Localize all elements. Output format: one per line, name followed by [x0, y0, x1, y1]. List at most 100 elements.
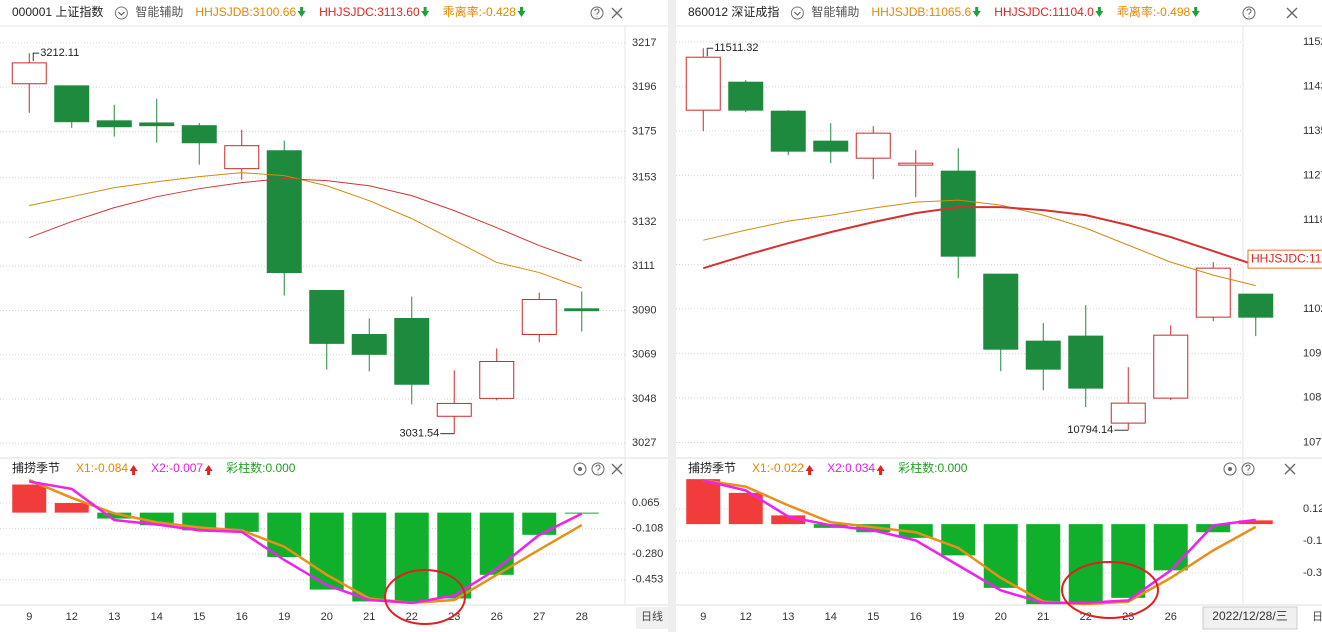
ma-line — [29, 178, 582, 262]
max-label: 3212.11 — [40, 47, 79, 59]
y-tick-label: 3196 — [632, 81, 656, 93]
target-icon — [1228, 467, 1232, 471]
y-tick-label: 3153 — [632, 172, 656, 184]
trend-arrow — [972, 7, 981, 17]
trend-arrow — [297, 7, 306, 17]
x-tick-label: 20 — [321, 611, 333, 623]
candle-body — [685, 56, 721, 111]
trend-arrow — [1191, 7, 1200, 17]
y-tick-label: 11022 — [1303, 303, 1322, 315]
trend-arrow — [1095, 7, 1104, 17]
y-tick-label: -0.108 — [632, 523, 663, 535]
trend-arrow — [204, 465, 213, 475]
y-tick-label: 3027 — [632, 437, 656, 449]
x-tick-label: 14 — [151, 611, 163, 623]
histogram-bar — [686, 479, 721, 525]
y-tick-label: 0.065 — [632, 497, 660, 509]
target-icon — [578, 467, 582, 471]
help-icon — [595, 464, 601, 474]
indicator-line — [29, 480, 583, 605]
x-tick-label: 26 — [491, 611, 503, 623]
dropdown-icon — [790, 6, 804, 20]
histogram-bar — [224, 512, 259, 532]
candle-body — [728, 81, 764, 111]
dropdown-icon — [118, 11, 125, 16]
x-tick-label: 19 — [278, 611, 290, 623]
close-icon — [1286, 7, 1298, 19]
candle-body — [309, 289, 345, 344]
candle-body — [1110, 402, 1146, 424]
indicator-label: 彩柱数:0.000 — [226, 460, 296, 475]
period-label: 日线 — [641, 609, 663, 623]
x-tick-label: 13 — [782, 611, 794, 623]
candle-body — [813, 140, 849, 152]
x-tick-label: 27 — [533, 611, 545, 623]
panel-separator — [668, 0, 676, 632]
max-leader — [32, 52, 40, 62]
histogram-bar — [1153, 524, 1188, 571]
assist-label: 智能辅助 — [135, 4, 183, 19]
candle-body — [54, 85, 90, 123]
y-tick-label: 3111 — [632, 260, 655, 272]
chart-title: 捕捞季节 — [12, 460, 60, 475]
candle-body — [898, 162, 934, 166]
x-tick-label: 12 — [66, 611, 78, 623]
candle-body — [1195, 267, 1231, 318]
indicator-label: 乖离率:-0.428 — [443, 4, 517, 19]
candle-body — [11, 62, 47, 85]
histogram-bar — [1196, 524, 1231, 533]
indicator-label: X2:-0.007 — [151, 461, 203, 475]
y-tick-label: 3175 — [632, 125, 656, 137]
histogram-bar — [1068, 524, 1103, 605]
x-tick-label: 16 — [910, 611, 922, 623]
max-leader — [706, 47, 714, 57]
trend-arrow — [805, 465, 814, 475]
candle-body — [1025, 340, 1061, 370]
histogram-bar — [564, 512, 599, 514]
dropdown-icon — [794, 11, 801, 16]
histogram-bar — [394, 512, 429, 602]
marks: 000001 上证指数 智能辅助 HHJSJDB:3100.66 HHJSJDC:31… — [0, 4, 1322, 623]
x-tick-label: 20 — [995, 611, 1007, 623]
x-tick-label: 21 — [363, 611, 375, 623]
y-tick-label: 3217 — [632, 37, 656, 49]
y-tick-label: 0.121 — [1303, 503, 1322, 515]
dropdown-icon — [114, 6, 128, 20]
date-box — [1202, 606, 1298, 630]
candle-body — [266, 150, 302, 274]
histogram-bar — [267, 512, 302, 558]
indicator-label: X1:-0.022 — [752, 461, 804, 475]
candle-body — [855, 132, 891, 159]
candle-body — [564, 308, 600, 312]
candle-body — [479, 360, 515, 399]
x-tick-label: 9 — [700, 611, 706, 623]
y-tick-label: -0.280 — [632, 548, 663, 560]
ma-line — [702, 206, 1257, 270]
candle-body — [1153, 334, 1189, 399]
assist-label: 智能辅助 — [811, 4, 859, 19]
candle-body — [394, 317, 430, 385]
x-tick-label: 21 — [1037, 611, 1049, 623]
highlight-circle — [384, 569, 466, 625]
close-icon — [611, 7, 623, 19]
trend-arrow — [876, 465, 885, 475]
x-tick-label: 22 — [406, 611, 418, 623]
period-label: 日 — [1312, 611, 1322, 623]
x-tick-label: 19 — [952, 611, 964, 623]
histogram-bar — [479, 512, 514, 575]
histogram-bar — [54, 503, 89, 513]
indicator-label: HHJSJDB:3100.66 — [195, 5, 296, 19]
y-tick-label: 11523 — [1303, 36, 1322, 48]
trend-arrow — [421, 7, 430, 17]
x-tick-label: 9 — [26, 611, 32, 623]
candle-body — [181, 125, 217, 144]
indicator-label: 彩柱数:0.000 — [898, 460, 968, 475]
candle-body — [521, 299, 557, 336]
candle-body — [1238, 293, 1274, 318]
histogram-bar — [1111, 524, 1146, 598]
candle-body — [351, 334, 387, 355]
trend-arrow — [129, 465, 138, 475]
x-tick-label: 14 — [825, 611, 837, 623]
histogram-bar — [12, 484, 47, 513]
target-icon — [573, 462, 587, 476]
